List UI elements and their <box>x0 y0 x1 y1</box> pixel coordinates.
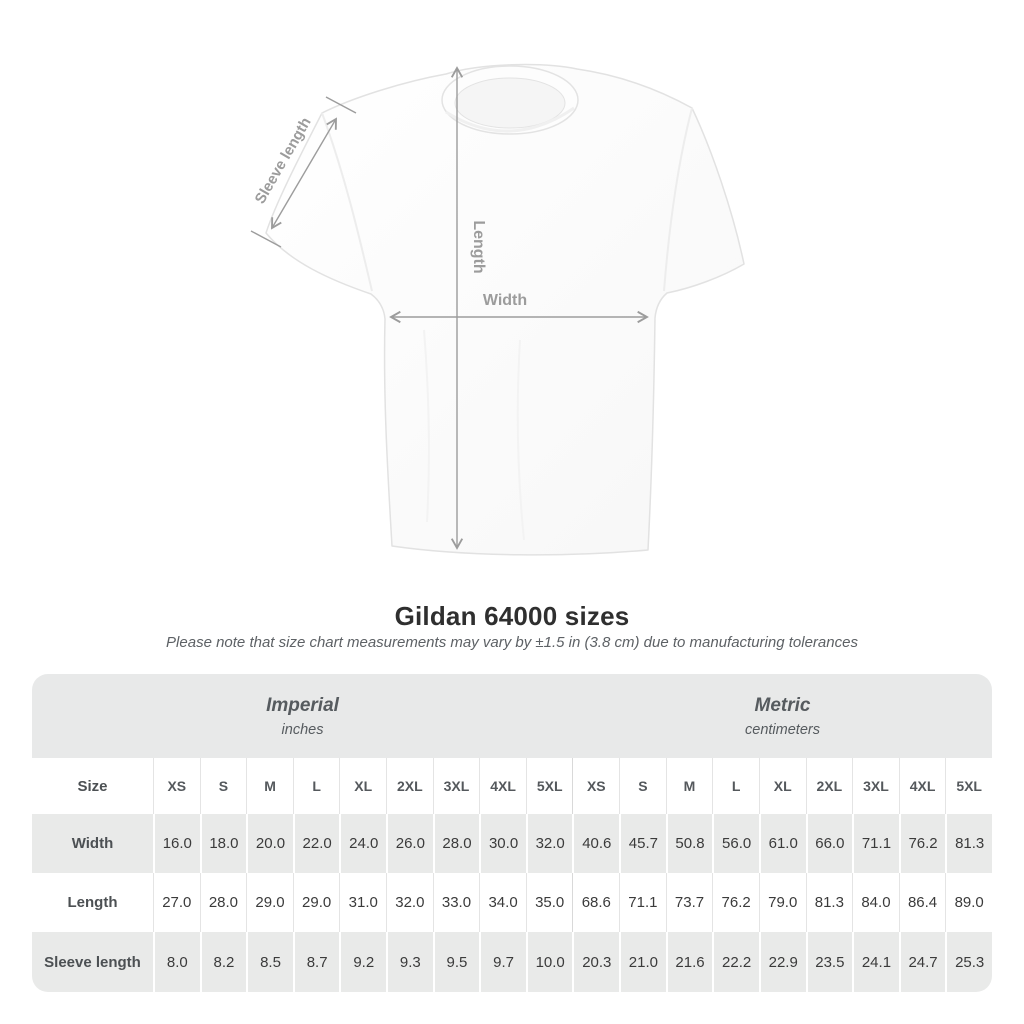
table-row-length: Length 27.0 28.0 29.0 29.0 31.0 32.0 33.… <box>32 873 992 932</box>
tolerance-note: Please note that size chart measurements… <box>166 634 858 651</box>
value-cell: 76.2 <box>712 873 759 932</box>
size-col-header: 2XL <box>386 758 433 814</box>
size-col-header: XS <box>153 758 200 814</box>
size-col-header: 2XL <box>805 758 853 814</box>
value-cell: 8.5 <box>246 932 293 992</box>
value-cell: 20.3 <box>572 932 619 992</box>
value-cell: 33.0 <box>432 873 480 932</box>
value-cell: 71.1 <box>852 814 899 873</box>
value-cell: 27.0 <box>153 873 200 932</box>
value-cell: 25.3 <box>945 932 992 992</box>
value-cell: 45.7 <box>619 814 666 873</box>
value-cell: 18.0 <box>199 814 247 873</box>
value-cell: 84.0 <box>852 873 899 932</box>
size-col-header: L <box>292 758 340 814</box>
size-col-header: XS <box>572 758 619 814</box>
value-cell: 40.6 <box>572 814 619 873</box>
size-col-header: XL <box>758 758 806 814</box>
value-cell: 61.0 <box>758 814 806 873</box>
value-cell: 32.0 <box>386 873 433 932</box>
value-cell: 24.1 <box>852 932 899 992</box>
value-cell: 29.0 <box>246 873 293 932</box>
value-cell: 86.4 <box>898 873 946 932</box>
value-cell: 73.7 <box>665 873 713 932</box>
value-cell: 23.5 <box>805 932 853 992</box>
value-cell: 79.0 <box>758 873 806 932</box>
value-cell: 31.0 <box>339 873 386 932</box>
size-col-header: 3XL <box>852 758 899 814</box>
length-label: Length <box>470 220 487 273</box>
value-cell: 22.2 <box>712 932 759 992</box>
imperial-section-header: Imperial inches <box>32 674 573 758</box>
value-cell: 21.0 <box>619 932 666 992</box>
value-cell: 20.0 <box>246 814 293 873</box>
value-cell: 28.0 <box>432 814 480 873</box>
value-cell: 8.7 <box>292 932 340 992</box>
value-cell: 8.0 <box>153 932 200 992</box>
imperial-title: Imperial <box>266 694 339 716</box>
size-col-header: S <box>199 758 247 814</box>
size-col-header: 4XL <box>479 758 526 814</box>
metric-subtitle: centimeters <box>745 721 820 738</box>
value-cell: 71.1 <box>619 873 666 932</box>
value-cell: 29.0 <box>292 873 340 932</box>
value-cell: 16.0 <box>153 814 200 873</box>
value-cell: 66.0 <box>805 814 853 873</box>
value-cell: 50.8 <box>665 814 713 873</box>
sleeve-length-tick-top <box>325 96 357 114</box>
size-col-header: S <box>619 758 666 814</box>
value-cell: 9.3 <box>386 932 433 992</box>
value-cell: 30.0 <box>479 814 526 873</box>
table-row-width: Width 16.0 18.0 20.0 22.0 24.0 26.0 28.0… <box>32 814 992 873</box>
row-label: Length <box>67 894 118 911</box>
size-col-header: 3XL <box>432 758 480 814</box>
table-unit-header: Imperial inches Metric centimeters <box>32 674 992 758</box>
value-cell: 81.3 <box>945 814 992 873</box>
tshirt-diagram: Sleeve length Length Width <box>250 63 745 556</box>
size-header-row: Size XS S M L XL 2XL 3XL 4XL 5XL XS S M … <box>32 758 992 814</box>
value-cell: 56.0 <box>712 814 759 873</box>
value-cell: 21.6 <box>665 932 713 992</box>
value-cell: 89.0 <box>945 873 992 932</box>
size-col-header: 4XL <box>898 758 946 814</box>
size-col-header: XL <box>339 758 386 814</box>
value-cell: 9.2 <box>339 932 386 992</box>
value-cell: 34.0 <box>479 873 526 932</box>
tshirt-collar <box>441 65 579 135</box>
value-cell: 32.0 <box>525 814 573 873</box>
width-label: Width <box>483 292 527 309</box>
value-cell: 68.6 <box>572 873 619 932</box>
value-cell: 8.2 <box>199 932 247 992</box>
size-col-header: 5XL <box>945 758 992 814</box>
size-col-header: L <box>712 758 759 814</box>
sleeve-length-tick-bottom <box>250 230 282 248</box>
size-table: Imperial inches Metric centimeters Size … <box>32 674 992 992</box>
size-header-label: Size <box>77 777 108 795</box>
tshirt-body <box>265 63 745 556</box>
metric-section-header: Metric centimeters <box>573 674 992 758</box>
size-col-header: M <box>246 758 293 814</box>
value-cell: 22.9 <box>758 932 806 992</box>
value-cell: 26.0 <box>386 814 433 873</box>
size-col-header: M <box>665 758 713 814</box>
value-cell: 35.0 <box>525 873 573 932</box>
value-cell: 81.3 <box>805 873 853 932</box>
row-label: Width <box>71 835 114 852</box>
value-cell: 9.7 <box>479 932 526 992</box>
value-cell: 22.0 <box>292 814 340 873</box>
value-cell: 10.0 <box>525 932 573 992</box>
metric-title: Metric <box>754 694 811 716</box>
value-cell: 28.0 <box>199 873 247 932</box>
value-cell: 76.2 <box>898 814 946 873</box>
page-title: Gildan 64000 sizes <box>394 601 630 631</box>
value-cell: 24.7 <box>898 932 946 992</box>
sleeve-length-arrow <box>250 96 357 248</box>
size-col-header: 5XL <box>525 758 573 814</box>
row-label: Sleeve length <box>44 953 141 971</box>
value-cell: 9.5 <box>432 932 480 992</box>
imperial-subtitle: inches <box>281 721 324 738</box>
table-row-sleeve-length: Sleeve length 8.0 8.2 8.5 8.7 9.2 9.3 9.… <box>32 932 992 992</box>
value-cell: 24.0 <box>339 814 386 873</box>
